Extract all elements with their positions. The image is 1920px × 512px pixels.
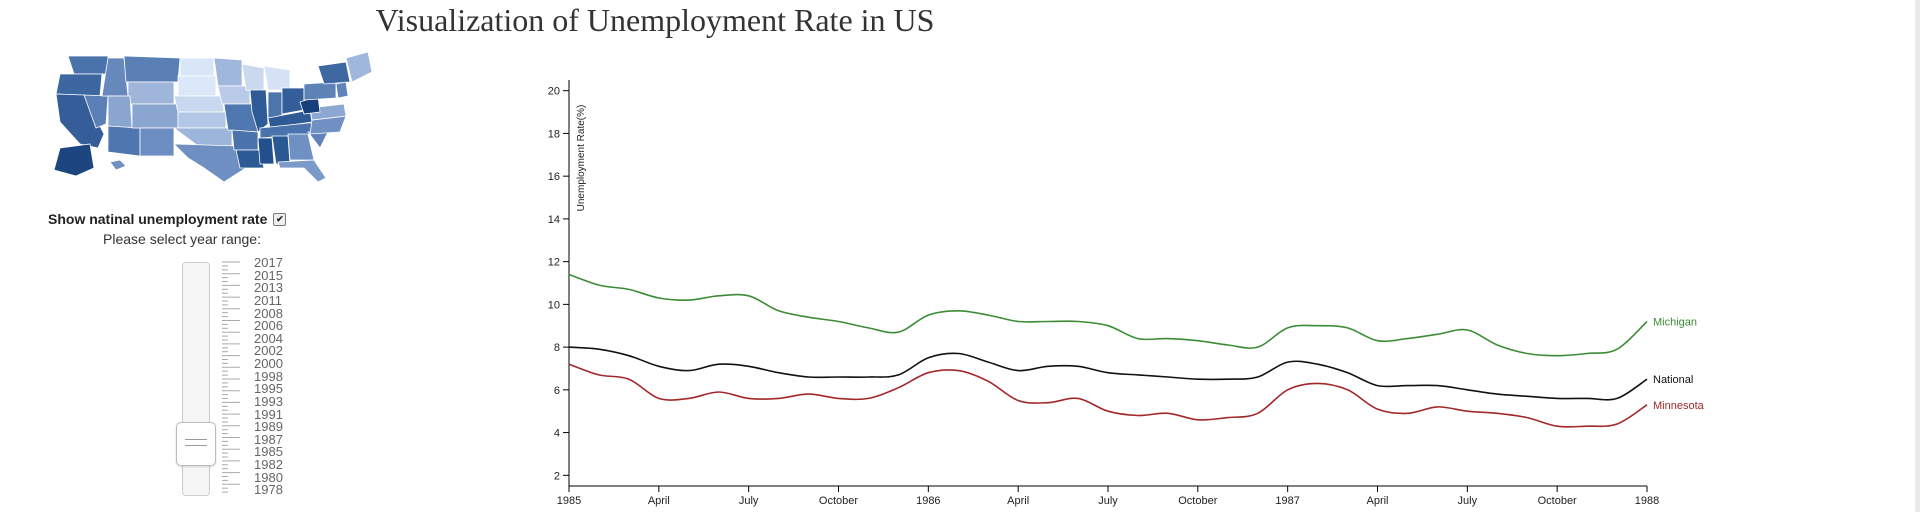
y-tick-label: 6: [554, 385, 560, 397]
year-label: 2017: [254, 255, 283, 270]
x-tick-label: April: [1366, 495, 1388, 507]
x-tick-label: October: [1178, 495, 1217, 507]
y-tick-label: 16: [548, 171, 560, 183]
series-lines: Michigan National Minnesota: [568, 273, 1705, 428]
year-label: 1989: [254, 419, 283, 435]
year-label: 2000: [254, 356, 283, 372]
x-tick-label: October: [1538, 495, 1577, 507]
national-toggle-label: Show natinal unemployment rate: [48, 211, 268, 227]
year-label: 2002: [254, 343, 283, 359]
state-nevada: [83, 94, 109, 129]
national-rate-checkbox[interactable]: ✔: [273, 212, 287, 226]
year-label: 1991: [254, 406, 283, 422]
x-tick-label: April: [1007, 495, 1029, 507]
year-range-label: Please select year range:: [103, 231, 261, 247]
y-tick-label: 18: [548, 128, 560, 140]
series-label: National: [1653, 374, 1693, 386]
year-label: 1980: [254, 469, 283, 485]
year-label: 2004: [254, 330, 283, 346]
x-tick-label: July: [739, 495, 759, 507]
state-alaska: [53, 143, 95, 177]
year-label: 1993: [254, 393, 283, 409]
y-tick-label: 8: [554, 342, 560, 354]
slider-grip-line: [185, 445, 207, 446]
year-label: 1978: [254, 482, 283, 498]
x-tick-label: 1987: [1275, 495, 1299, 507]
x-tick-label: April: [648, 495, 670, 507]
y-tick-label: 20: [548, 86, 560, 98]
series-line-michigan: [568, 273, 1648, 357]
year-range-slider-handle[interactable]: [176, 422, 216, 466]
x-tick-label: 1985: [557, 495, 581, 507]
national-toggle-row: Show natinal unemployment rate ✔: [48, 211, 287, 227]
series-line-minnesota: [568, 363, 1648, 428]
y-axis: 2 4 6 8 10 12 14 16 18 20: [548, 80, 570, 486]
series-label: Michigan: [1653, 316, 1697, 328]
state-new-york: [317, 61, 351, 85]
x-tick-label: 1988: [1635, 495, 1659, 507]
year-label: 1987: [254, 431, 283, 447]
year-label: 2008: [254, 305, 283, 321]
year-label: 1985: [254, 444, 283, 460]
slider-grip-line: [185, 439, 207, 440]
year-label: 1982: [254, 457, 283, 473]
series-label: Minnesota: [1653, 400, 1705, 412]
page-title: Visualization of Unemployment Rate in US: [375, 2, 935, 38]
scrollbar-strip[interactable]: [1915, 0, 1920, 512]
year-label: 2006: [254, 318, 283, 334]
state-mississippi: [257, 137, 275, 165]
state-louisiana: [235, 149, 265, 169]
y-tick-label: 14: [548, 214, 560, 226]
us-state-map[interactable]: [28, 51, 408, 183]
y-axis-label: Unemployment Rate(%): [576, 105, 587, 212]
state-new-mexico: [139, 127, 175, 157]
year-label: 2015: [254, 267, 283, 283]
y-tick-label: 4: [554, 428, 560, 440]
x-tick-label: 1986: [916, 495, 940, 507]
year-tick-marks: [222, 261, 240, 493]
x-tick-label: October: [819, 495, 858, 507]
year-label: 2013: [254, 280, 283, 296]
x-tick-label: July: [1458, 495, 1478, 507]
year-label: 2011: [254, 292, 282, 308]
year-label: 1998: [254, 368, 283, 384]
y-tick-label: 10: [548, 299, 560, 311]
state-new-jersey: [335, 81, 349, 99]
year-label: 1995: [254, 381, 283, 397]
series-line-national: [568, 346, 1648, 401]
state-new-england: [345, 51, 373, 83]
x-axis: 1985 April July October 1986 April July October…: [557, 485, 1659, 507]
y-tick-label: 12: [548, 257, 560, 269]
state-hawaii: [109, 159, 127, 171]
x-tick-label: July: [1098, 495, 1118, 507]
y-tick-label: 2: [554, 470, 560, 482]
